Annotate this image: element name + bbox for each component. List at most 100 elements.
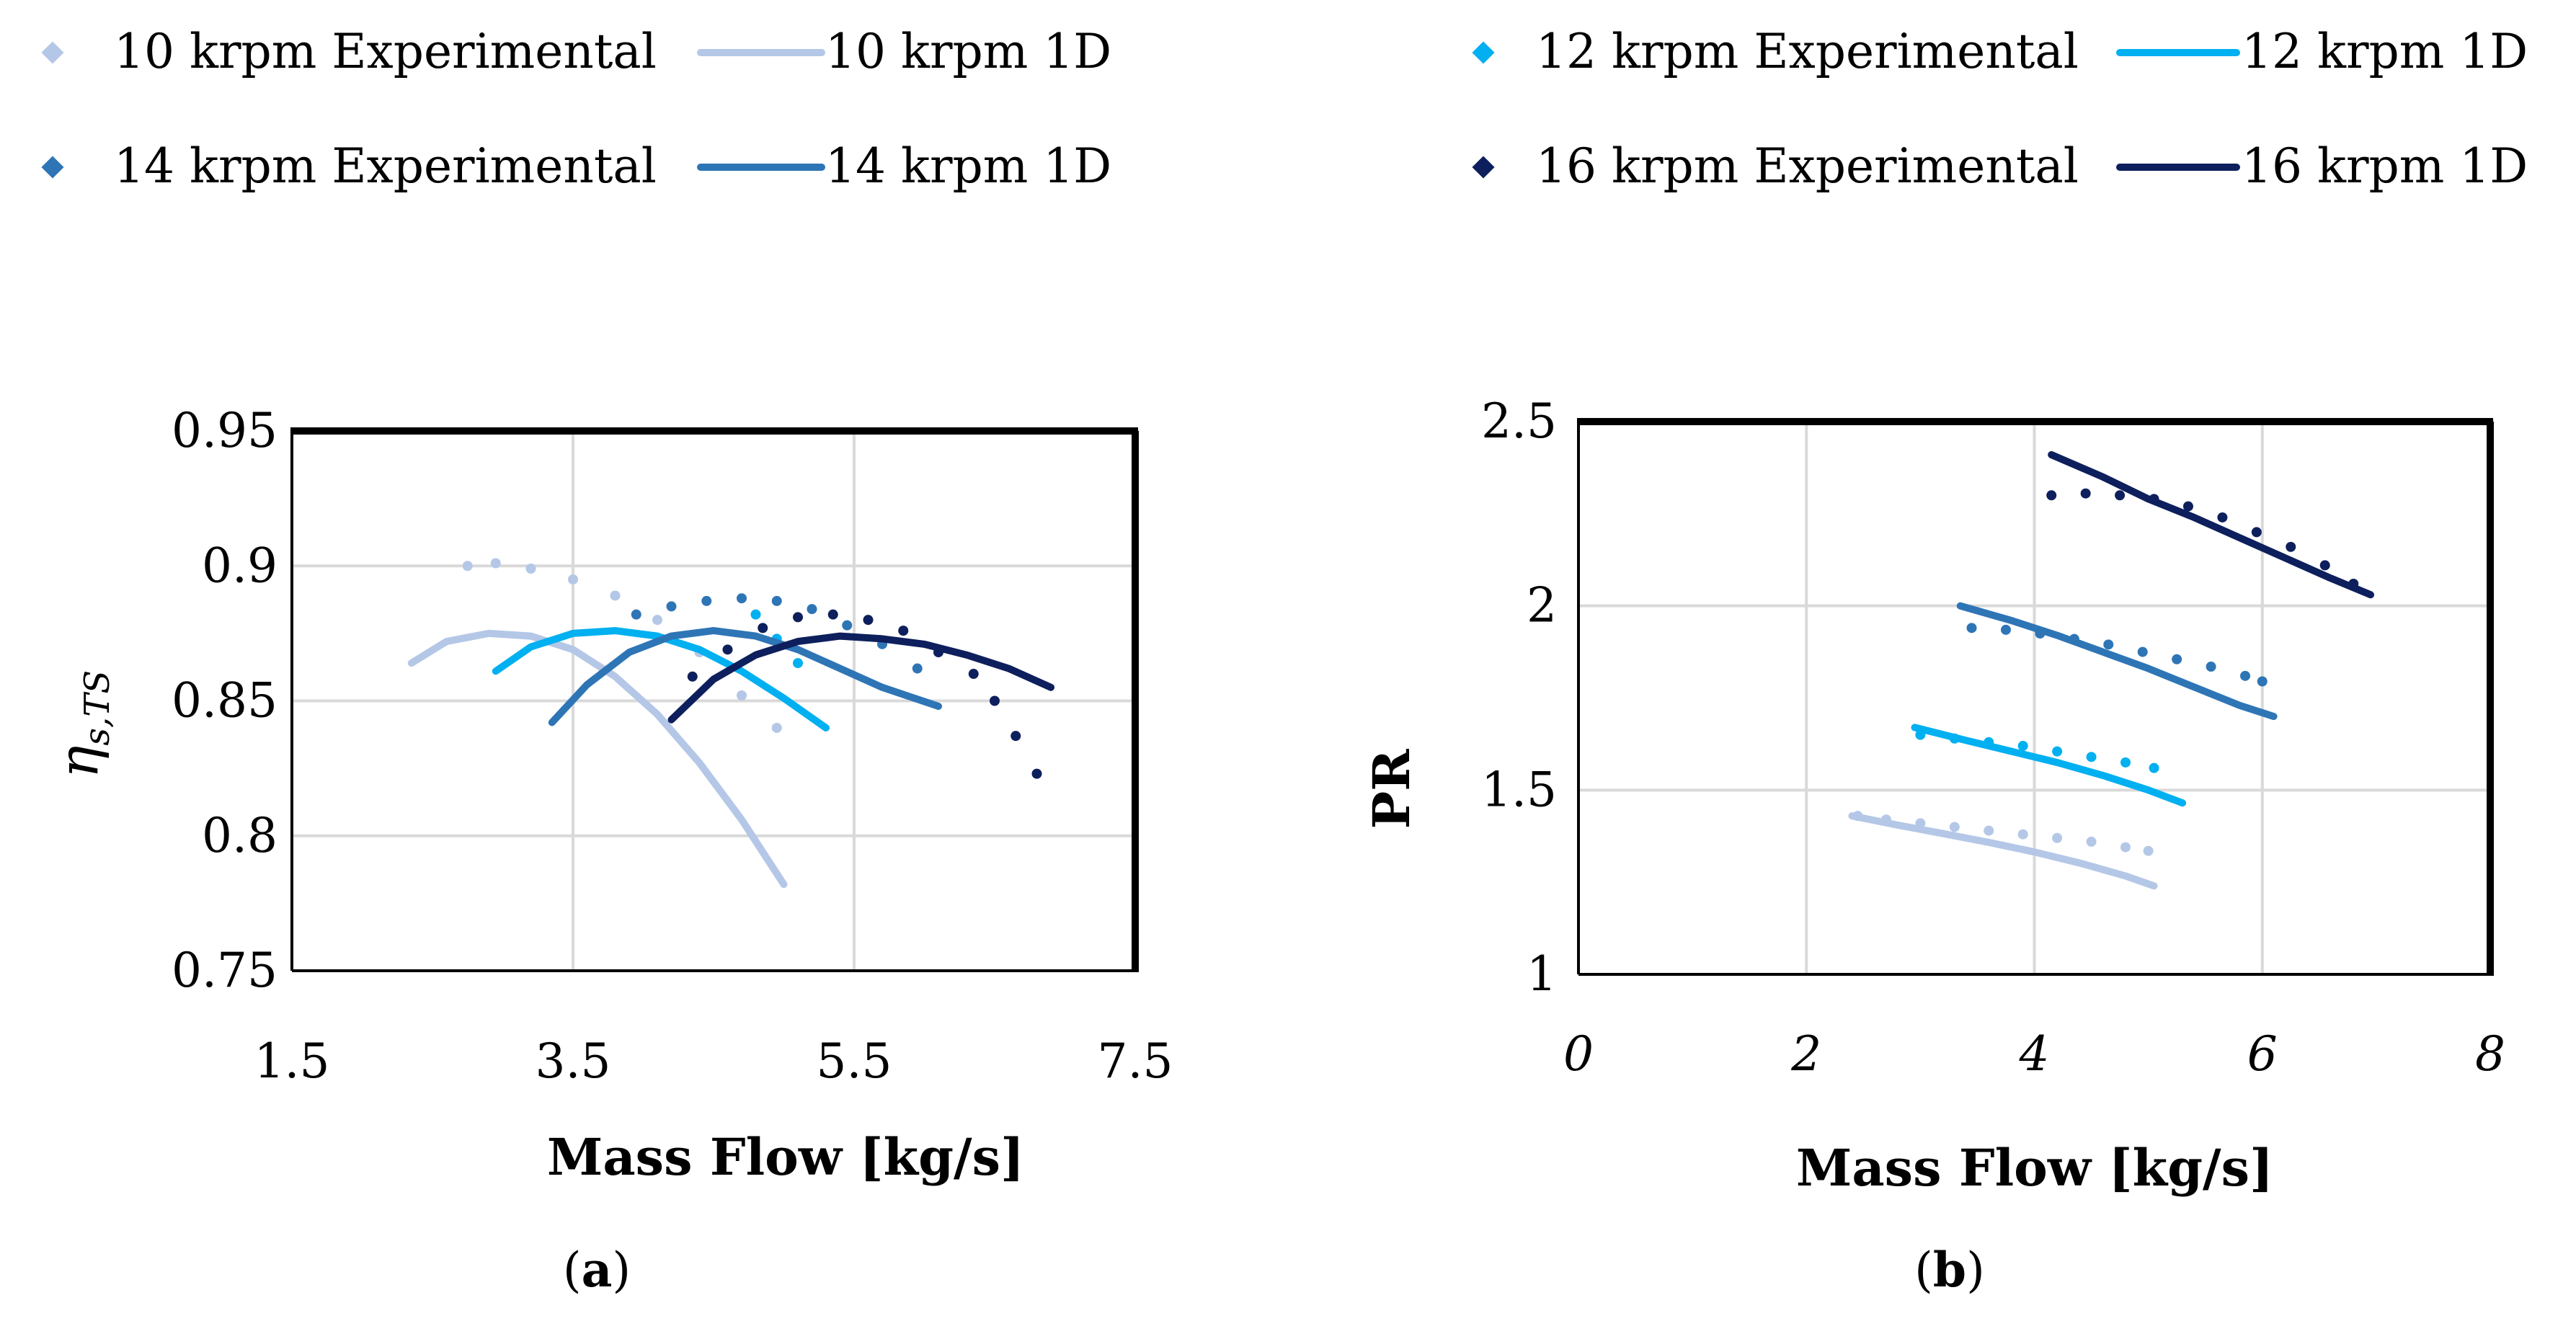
chart-a-point-16-krpm-experimental [968, 669, 979, 680]
chart-b-xlabel: Mass Flow [kg/s] [1796, 1138, 2273, 1198]
chart-a: 1.5 3.5 5.5 7.5 0.75 0.8 0.85 0.9 0.95 [172, 403, 1173, 1089]
chart-a-point-16-krpm-experimental [793, 612, 803, 623]
chart-b-line-10-krpm-1d [1848, 812, 2158, 890]
chart-b-point-16-krpm-experimental [2217, 512, 2228, 522]
chart-b-line-16-krpm-1d [2048, 451, 2374, 599]
chart-b-caption: (b) [1914, 1242, 1985, 1298]
chart-a-caption-letter: a [582, 1242, 613, 1298]
chart-a-series-16-krpm-1d [667, 632, 1054, 724]
legend-label-10-exp: 10 krpm Experimental [114, 24, 657, 79]
legend-entry-16-1d: 16 krpm 1D [2116, 138, 2528, 194]
chart-a-point-12-krpm-experimental [793, 658, 803, 669]
chart-a-point-14-krpm-experimental [701, 595, 712, 606]
chart-a-xtick-label: 5.5 [817, 1033, 892, 1089]
chart-b-point-16-krpm-experimental [2319, 560, 2330, 571]
chart-b-xtick-label: 0 [1563, 1026, 1594, 1082]
chart-b-xtick-label: 8 [2475, 1026, 2505, 1082]
chart-b-point-12-krpm-experimental [2120, 757, 2131, 768]
chart-b-axis-titles: Mass Flow [kg/s] PR (b) [1362, 749, 2273, 1298]
chart-a-series-10-krpm-1d [407, 629, 788, 889]
chart-a-point-16-krpm-experimental [863, 615, 874, 626]
legend-entry-10-1d: 10 krpm 1D [697, 24, 1111, 79]
chart-a-xtick-label: 7.5 [1098, 1033, 1173, 1089]
chart-a-xlabel: Mass Flow [kg/s] [547, 1127, 1024, 1187]
chart-a-line-12-krpm-1d [492, 627, 830, 731]
chart-a-point-10-krpm-experimental [462, 561, 473, 571]
chart-a-ytick-label: 0.95 [172, 403, 277, 458]
chart-a-caption-close: ) [612, 1242, 631, 1298]
chart-a-xtick-label: 1.5 [254, 1033, 330, 1089]
chart-b-point-16-krpm-experimental [2286, 541, 2296, 552]
legend-label-16-exp: 16 krpm Experimental [1536, 138, 2079, 194]
chart-a-point-14-krpm-experimental [842, 620, 853, 631]
chart-a-line-14-krpm-1d [548, 627, 942, 726]
chart-a-point-14-krpm-experimental [807, 604, 817, 615]
chart-a-point-10-krpm-experimental [652, 615, 662, 626]
chart-b-point-16-krpm-experimental [2115, 490, 2126, 501]
chart-a-point-16-krpm-experimental [1031, 768, 1042, 779]
chart-b-point-10-krpm-experimental [1984, 825, 1994, 836]
legend-entry-12-1d: 12 krpm 1D [2116, 24, 2528, 79]
chart-b-point-14-krpm-experimental [2137, 646, 2148, 657]
chart-a-ytick-label: 0.8 [202, 808, 277, 863]
legend-marker-16-exp [1472, 156, 1495, 179]
chart-b-point-10-krpm-experimental [2017, 829, 2028, 840]
chart-a-point-10-krpm-experimental [525, 563, 536, 574]
chart-b-point-16-krpm-experimental [2046, 490, 2057, 501]
chart-a-point-14-krpm-experimental [737, 593, 747, 604]
chart-b-point-10-krpm-experimental [2052, 832, 2063, 843]
chart-a-line-10-krpm-1d [407, 629, 788, 889]
legend-label-14-1d: 14 krpm 1D [825, 138, 1111, 194]
chart-a-point-10-krpm-experimental [610, 590, 621, 601]
legend-entry-14-exp: 14 krpm Experimental [41, 138, 657, 194]
chart-a-series-14-krpm-1d [548, 627, 942, 726]
chart-b-point-10-krpm-experimental [1949, 822, 1960, 832]
chart-a-ylabel-subscript: s,TS [77, 670, 117, 746]
chart-a-point-14-krpm-experimental [771, 595, 782, 606]
chart-a-ylabel-symbol: η [46, 746, 110, 779]
legend-marker-12-exp [1472, 41, 1495, 64]
chart-b-caption-open: ( [1914, 1242, 1933, 1298]
chart-b-point-14-krpm-experimental [2257, 676, 2268, 687]
chart-a-series-12-krpm-1d [492, 627, 830, 731]
chart-b-point-16-krpm-experimental [2080, 488, 2091, 499]
chart-b: 0 2 4 6 8 1 1.5 2 2.5 [1481, 393, 2505, 1082]
chart-a-point-16-krpm-experimental [722, 644, 733, 655]
chart-b-point-12-krpm-experimental [2052, 746, 2063, 757]
chart-a-xtick-label: 3.5 [536, 1033, 611, 1089]
chart-a-point-16-krpm-experimental [898, 626, 909, 636]
legend: 10 krpm Experimental 10 krpm 1D 12 krpm … [41, 24, 2528, 194]
chart-b-ytick-label: 1.5 [1481, 762, 1557, 817]
legend-marker-14-exp [41, 156, 64, 179]
legend-label-12-exp: 12 krpm Experimental [1536, 24, 2079, 79]
chart-b-point-16-krpm-experimental [2182, 501, 2193, 512]
chart-b-point-10-krpm-experimental [2120, 842, 2131, 853]
legend-entry-12-exp: 12 krpm Experimental [1472, 24, 2079, 79]
legend-label-16-1d: 16 krpm 1D [2242, 138, 2528, 194]
chart-b-point-12-krpm-experimental [2086, 752, 2097, 762]
chart-b-point-14-krpm-experimental [2103, 639, 2114, 650]
chart-a-point-14-krpm-experimental [912, 663, 923, 674]
chart-a-point-14-krpm-experimental [631, 609, 641, 620]
chart-b-point-16-krpm-experimental [2251, 527, 2262, 538]
chart-b-ylabel: PR [1362, 749, 1421, 829]
chart-a-point-16-krpm-experimental [990, 695, 1000, 706]
chart-b-series-12-krpm-1d [1911, 724, 2187, 807]
chart-a-line-16-krpm-1d [667, 632, 1054, 724]
chart-a-caption: (a) [563, 1242, 631, 1298]
legend-label-14-exp: 14 krpm Experimental [114, 138, 657, 194]
chart-b-series-10-krpm-1d [1848, 812, 2158, 890]
chart-b-ytick-label: 1 [1527, 946, 1557, 1002]
chart-b-point-14-krpm-experimental [1966, 623, 1977, 633]
chart-b-series-16-krpm-1d [2048, 451, 2374, 599]
chart-b-point-14-krpm-experimental [2172, 654, 2182, 664]
chart-b-point-12-krpm-experimental [2149, 762, 2159, 773]
chart-a-point-12-krpm-experimental [750, 609, 761, 620]
chart-b-point-14-krpm-experimental [2240, 670, 2251, 681]
chart-a-point-16-krpm-experimental [827, 609, 838, 620]
legend-label-12-1d: 12 krpm 1D [2242, 24, 2528, 79]
chart-a-ytick-label: 0.75 [172, 943, 277, 998]
legend-label-10-1d: 10 krpm 1D [825, 24, 1111, 79]
chart-b-caption-letter: b [1933, 1242, 1966, 1298]
